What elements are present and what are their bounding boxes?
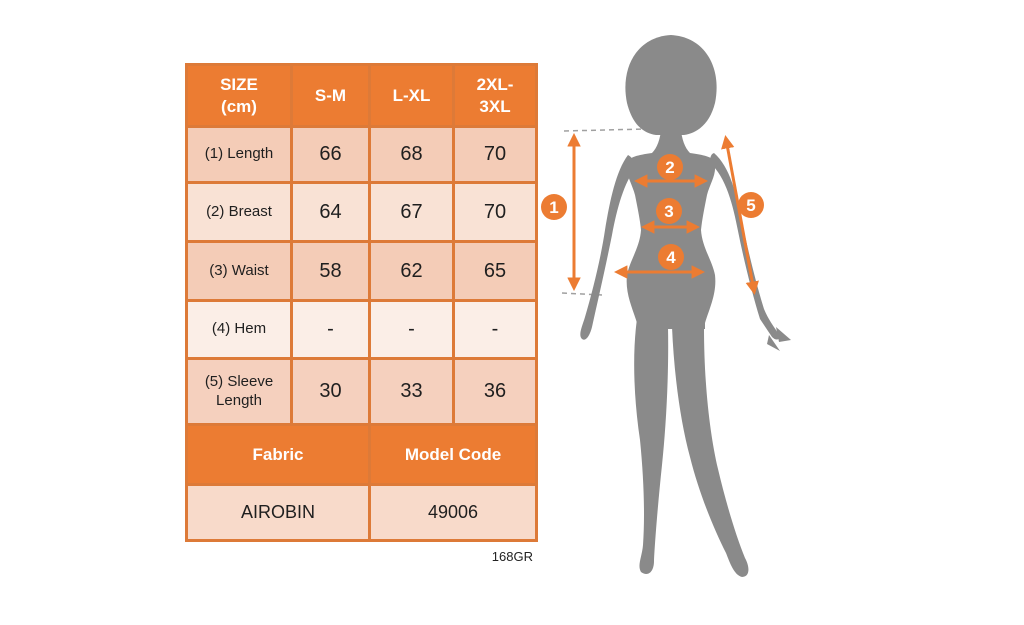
cell-value: 70 [452,181,538,243]
table-footer-header-row: Fabric Model Code [185,423,538,486]
table-header-row: SIZE (cm) S-M L-XL 2XL-3XL [185,63,538,128]
cell-value: - [290,299,371,360]
column-header-2xl3xl: 2XL-3XL [452,63,538,128]
cell-value: 36 [452,357,538,426]
arrow-sleeve [721,135,759,295]
cell-value: 62 [368,240,455,302]
cell-value: 70 [452,125,538,184]
marker-3: 3 [656,198,682,224]
cell-value: - [368,299,455,360]
cell-value: 67 [368,181,455,243]
size-chart-table: SIZE (cm) S-M L-XL 2XL-3XL (1) Length 66… [185,63,538,542]
cell-value: - [452,299,538,360]
table-row-sleeve-length: (5) Sleeve Length 30 33 36 [185,357,538,426]
svg-text:3: 3 [664,202,673,221]
table-row-hem: (4) Hem - - - [185,299,538,360]
row-label: (5) Sleeve Length [185,357,293,426]
column-header-lxl: L-XL [368,63,455,128]
cell-value: 30 [290,357,371,426]
table-row-length: (1) Length 66 68 70 [185,125,538,184]
dashed-guide-lines [561,128,647,296]
marker-2: 2 [657,154,683,180]
svg-text:4: 4 [666,248,676,267]
row-label: (1) Length [185,125,293,184]
cell-value: 66 [290,125,371,184]
body-silhouette-diagram: 1 2 3 4 5 [541,35,791,577]
table-footer-values-row: AIROBIN 49006 [185,483,538,542]
measurement-markers: 1 2 3 4 5 [541,154,764,270]
row-label: (3) Waist [185,240,293,302]
column-header-size: SIZE (cm) [185,63,293,128]
cell-value: 65 [452,240,538,302]
row-label: (2) Breast [185,181,293,243]
cell-value: 64 [290,181,371,243]
fabric-header: Fabric [185,423,371,486]
cell-value: 33 [368,357,455,426]
marker-1: 1 [541,194,567,220]
model-code-value: 49006 [368,483,538,542]
marker-4: 4 [658,244,684,270]
measurement-arrows [567,132,759,295]
measurement-figure: 1 2 3 4 5 [538,25,838,593]
weight-note: 168GR [491,549,533,564]
cell-value: 68 [368,125,455,184]
table-row-breast: (2) Breast 64 67 70 [185,181,538,243]
svg-text:2: 2 [665,158,674,177]
svg-text:5: 5 [746,196,755,215]
row-label: (4) Hem [185,299,293,360]
size-chart-table-area: SIZE (cm) S-M L-XL 2XL-3XL (1) Length 66… [185,63,538,564]
woman-silhouette [580,35,791,577]
fabric-value: AIROBIN [185,483,371,542]
marker-5: 5 [738,192,764,218]
svg-text:1: 1 [549,198,558,217]
model-code-header: Model Code [368,423,538,486]
table-row-waist: (3) Waist 58 62 65 [185,240,538,302]
cell-value: 58 [290,240,371,302]
column-header-sm: S-M [290,63,371,128]
